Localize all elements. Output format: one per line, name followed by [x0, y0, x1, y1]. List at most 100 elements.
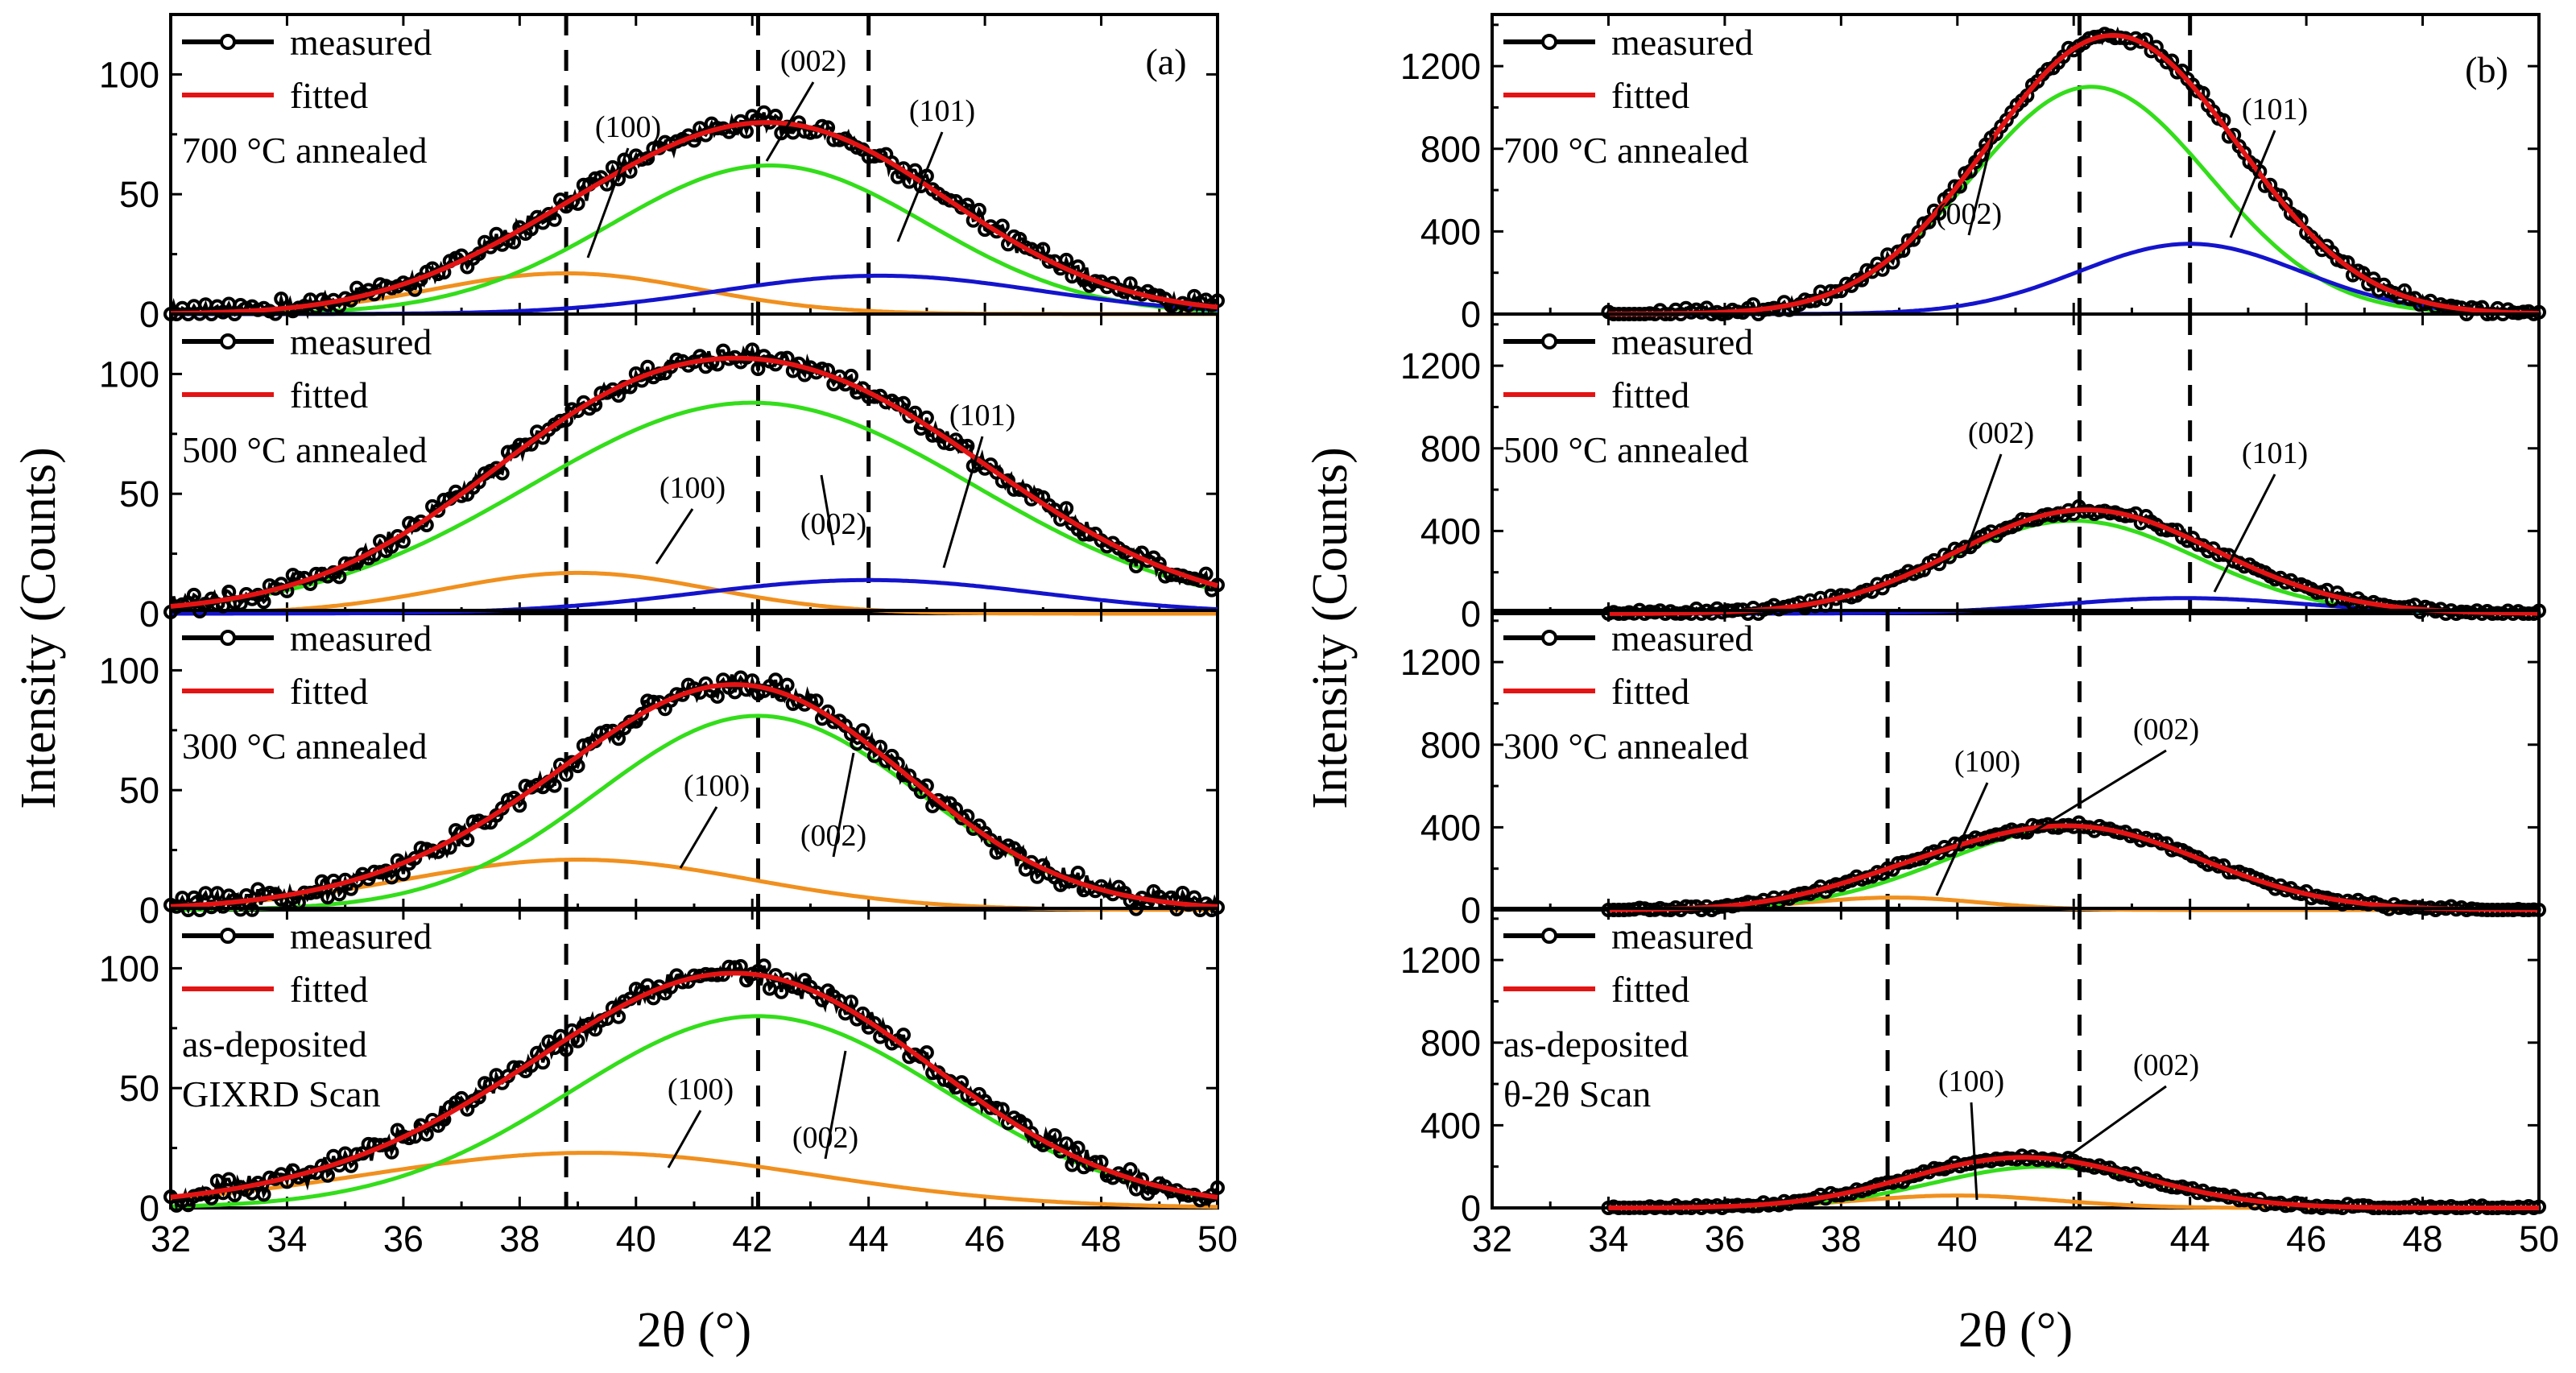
peak-label-p100: (100): [1938, 1065, 2004, 1098]
peak-label-p002: (002): [780, 44, 846, 78]
legend-measured-label: measured: [1611, 618, 1753, 659]
peak-label-p002: (002): [1936, 197, 2002, 231]
legend-measured-marker: [220, 928, 236, 944]
x-tick-label: 42: [732, 1218, 772, 1259]
y-tick-label: 0: [1461, 294, 1481, 335]
condition-label: 300 °C annealed: [1503, 726, 1749, 767]
peak-label-p100: (100): [668, 1073, 734, 1106]
measured-point: [942, 192, 957, 208]
peak-label-p002: (002): [1968, 416, 2034, 450]
measured-point: [494, 465, 510, 481]
fitted-curve: [170, 682, 1218, 909]
subplot-b-3: 0 400 800 1200 measured fitted 300 °C annealed…: [1400, 609, 2546, 931]
y-tick-label: 800: [1420, 129, 1481, 170]
subplot-a-2: 0 50 100 measured fitted 500 °C annealed (100)…: [99, 312, 1225, 635]
fitted-curve: [170, 970, 1218, 1200]
legend-measured-label: measured: [290, 22, 432, 63]
panel-letter: (b): [2465, 49, 2508, 90]
component-p101-curve: [171, 577, 1218, 616]
measured-point: [756, 958, 771, 974]
peak-label-p002: (002): [800, 819, 866, 853]
x-tick-label: 32: [1472, 1218, 1512, 1259]
peak-leader-line: [2213, 474, 2276, 593]
x-tick-label: 40: [616, 1218, 656, 1259]
y-tick-label: 400: [1420, 211, 1481, 252]
y-tick-label: 0: [139, 294, 159, 335]
subplot-a-1: 0 50 100 measured fitted 700 °C annealed (100)…: [99, 13, 1225, 335]
measured-point: [750, 362, 766, 376]
component-p002-curve: [1608, 85, 2539, 316]
measured-point: [971, 202, 986, 217]
y-tick-label: 400: [1420, 511, 1481, 552]
measured-point: [1123, 1162, 1138, 1177]
peak-leader-line: [679, 806, 718, 869]
y-tick-label: 100: [99, 650, 159, 691]
peak-leader-line: [2020, 749, 2167, 841]
fitted-curve: [1608, 32, 2539, 316]
peak-leader-line: [824, 1050, 847, 1160]
peak-leader-line: [896, 131, 944, 242]
condition-label: 700 °C annealed: [1503, 130, 1749, 171]
peak-leader-line: [667, 1110, 702, 1168]
measured-point: [635, 706, 649, 722]
x-tick-label: 44: [849, 1218, 889, 1259]
x-tick-label: 36: [1705, 1218, 1745, 1259]
fitted-curve: [1608, 1155, 2539, 1210]
measured-point: [332, 887, 347, 902]
y-tick-label: 50: [119, 1068, 159, 1109]
x-tick-label: 50: [2519, 1218, 2559, 1259]
peak-label-p002: (002): [792, 1121, 858, 1155]
measured-point: [1921, 214, 1937, 230]
measured-point: [1210, 1180, 1225, 1195]
y-tick-label: 100: [99, 354, 159, 395]
fitted-curve: [170, 355, 1218, 609]
measured-point: [547, 212, 562, 227]
legend-measured-label: measured: [290, 321, 432, 362]
peak-leader-line: [586, 147, 630, 258]
x-tick-label: 48: [1081, 1218, 1122, 1259]
y-tick-label: 50: [119, 174, 159, 215]
measured-point: [611, 1009, 626, 1024]
x-tick-label: 38: [499, 1218, 540, 1259]
condition-label: θ-2θ Scan: [1503, 1073, 1651, 1115]
peak-leader-line: [1967, 134, 1995, 236]
legend-measured-label: measured: [290, 916, 432, 957]
peak-label-p100: (100): [660, 471, 726, 505]
component-p100-curve: [170, 1151, 1218, 1210]
measured-point: [507, 234, 522, 250]
x-tick-label: 34: [1588, 1218, 1628, 1259]
peak-label-p100: (100): [1954, 745, 2020, 779]
measured-point: [617, 152, 632, 167]
legend-measured-label: measured: [290, 618, 432, 659]
measured-point: [1128, 559, 1143, 573]
peak-leader-line: [2061, 1085, 2167, 1163]
fitted-curve: [1608, 823, 2540, 912]
legend-measured-marker: [1541, 34, 1557, 50]
y-axis-title-b: Intensity (Counts): [1303, 447, 1358, 808]
measured-point: [384, 1144, 399, 1160]
y-tick-label: 50: [119, 770, 159, 811]
peak-leader-line: [1963, 453, 2003, 556]
measured-point: [489, 226, 504, 242]
y-tick-label: 0: [1461, 593, 1481, 635]
condition-label: as-deposited: [182, 1024, 367, 1065]
x-tick-label: 50: [1197, 1218, 1238, 1259]
measured-point: [552, 413, 568, 428]
y-tick-label: 0: [139, 1188, 159, 1229]
measured-point: [919, 1045, 934, 1060]
measured-point: [844, 995, 858, 1010]
measured-point: [570, 1033, 585, 1048]
x-tick-label: 36: [383, 1218, 424, 1259]
legend-fitted-label: fitted: [290, 969, 368, 1010]
y-tick-label: 50: [119, 474, 159, 515]
subplot-b-1: 0 400 800 1200 measured fitted 700 °C annealed…: [1400, 13, 2546, 335]
measured-point: [1047, 1128, 1062, 1143]
legend-measured-label: measured: [1611, 916, 1753, 957]
measured-point: [611, 731, 626, 746]
measured-point: [896, 1028, 911, 1043]
legend-fitted-label: fitted: [290, 671, 368, 712]
y-tick-label: 100: [99, 54, 159, 95]
legend-fitted-label: fitted: [1611, 374, 1689, 416]
